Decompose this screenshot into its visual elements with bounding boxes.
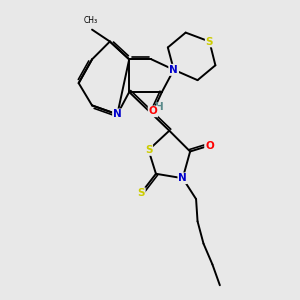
Text: N: N: [169, 65, 178, 75]
Text: S: S: [206, 37, 213, 46]
Text: S: S: [145, 145, 152, 155]
Text: CH₃: CH₃: [83, 16, 98, 25]
Text: O: O: [205, 140, 214, 151]
Text: S: S: [137, 188, 145, 198]
Text: O: O: [148, 106, 157, 116]
Text: N: N: [178, 173, 187, 183]
Text: N: N: [169, 65, 178, 75]
Text: H: H: [155, 102, 164, 112]
Text: N: N: [113, 109, 122, 119]
